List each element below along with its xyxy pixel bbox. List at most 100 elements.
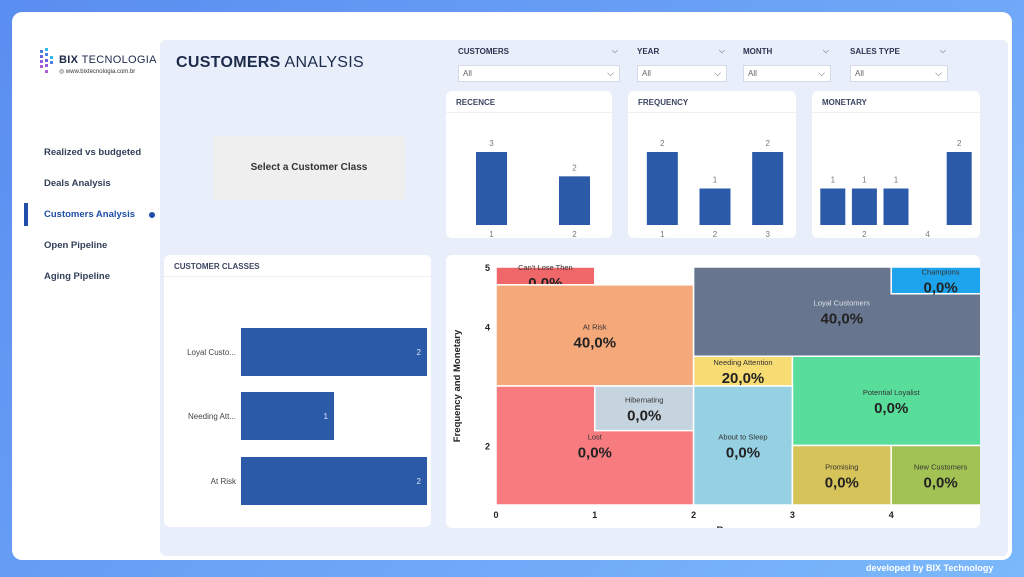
segment-percent: 0,0% (923, 474, 957, 491)
data-label: 3 (489, 139, 494, 148)
x-tick-label: 1 (489, 230, 494, 238)
filter-label: YEAR (637, 47, 660, 56)
card-divider (164, 276, 431, 277)
data-label: 2 (660, 139, 665, 148)
chevron-down-icon[interactable]: ⌵ (939, 46, 946, 55)
chevron-down-icon[interactable]: ⌵ (822, 46, 829, 55)
dashboard-frame: BIX TECNOLOGIA ◎ www.bixtecnologia.com.b… (12, 12, 1012, 560)
segment-cell (890, 266, 980, 295)
data-label: 2 (417, 477, 422, 486)
segment-percent: 0,0% (825, 474, 859, 491)
x-tick-label: 3 (765, 230, 770, 238)
card-divider (446, 112, 612, 113)
filter-label: MONTH (743, 47, 773, 56)
y-tick-label: 2 (485, 442, 490, 452)
filter-label: CUSTOMERS (458, 47, 509, 56)
chart-bar (752, 152, 784, 225)
monetary-chart: 1 1 2 1 4 2 (820, 139, 972, 238)
nav-item-label: Aging Pipeline (44, 271, 110, 282)
brand-logo[interactable]: BIX TECNOLOGIA ◎ www.bixtecnologia.com.b… (38, 48, 158, 84)
active-indicator-dot (149, 212, 155, 218)
brand-url: ◎ www.bixtecnologia.com.br (59, 68, 135, 75)
card-title: FREQUENCY (638, 98, 689, 107)
data-label: 2 (957, 139, 962, 148)
chart-bar (241, 392, 334, 440)
filter-month-select[interactable]: All ⌵ (743, 65, 831, 82)
filter-value: All (463, 69, 472, 78)
filter-year-select[interactable]: All ⌵ (637, 65, 727, 82)
card-divider (628, 112, 796, 113)
page-title: CUSTOMERS ANALYSIS (176, 54, 364, 72)
footer-credit: developed by BIX Technology (866, 563, 994, 573)
data-label: 1 (324, 412, 329, 421)
brand-name-thin: TECNOLOGIA (81, 54, 157, 66)
segment-name: Loyal Customers (814, 299, 871, 308)
segment-percent: 40,0% (821, 311, 864, 328)
filter-year: YEAR ⌵ All ⌵ (637, 46, 727, 82)
data-label: 1 (862, 176, 867, 185)
segment-percent: 0,0% (627, 407, 661, 424)
chevron-down-icon: ⌵ (607, 68, 614, 78)
filter-customers-select[interactable]: All ⌵ (458, 65, 620, 82)
chart-bar (883, 188, 909, 225)
y-tick-label: 4 (485, 323, 490, 333)
x-tick-label: 1 (660, 230, 665, 238)
nav-item-deals-analysis[interactable]: Deals Analysis (12, 168, 160, 199)
chevron-down-icon[interactable]: ⌵ (718, 46, 725, 55)
data-label: 2 (417, 348, 422, 357)
nav-item-label: Customers Analysis (44, 209, 135, 220)
nav-item-aging-pipeline[interactable]: Aging Pipeline (12, 261, 160, 292)
segment-cell (692, 385, 794, 506)
chart-bar (820, 188, 846, 225)
data-label: 2 (572, 163, 577, 172)
segment-percent: 40,0% (574, 334, 617, 351)
nav-item-open-pipeline[interactable]: Open Pipeline (12, 230, 160, 261)
segment-percent: 0,0% (578, 445, 612, 462)
frequency-card: FREQUENCY 2 1 1 2 2 3 (628, 91, 796, 238)
filter-sales-type-select[interactable]: All ⌵ (850, 65, 948, 82)
recence-chart: 3 1 2 2 (476, 139, 590, 238)
chart-bar (241, 328, 427, 376)
filter-customers: CUSTOMERS ⌵ All ⌵ (458, 46, 620, 82)
chevron-down-icon[interactable]: ⌵ (611, 46, 618, 55)
x-tick-label: 0 (493, 510, 498, 520)
y-axis-label: Frequency and Monetary (452, 329, 463, 442)
x-tick-label: 1 (592, 510, 597, 520)
segment-name: Champions (922, 267, 960, 276)
x-tick-label: 2 (691, 510, 696, 520)
sidebar-nav: Realized vs budgeted Deals Analysis Cust… (12, 137, 160, 292)
chart-bar (699, 188, 731, 225)
globe-icon: ◎ (59, 69, 65, 75)
data-label: 1 (894, 176, 899, 185)
recence-card: RECENCE 3 1 2 2 (446, 91, 612, 238)
chart-bar (476, 152, 507, 225)
customer-classes-card: CUSTOMER CLASSES Loyal Custo... 2 Needing … (164, 255, 431, 527)
card-title: CUSTOMER CLASSES (174, 262, 260, 271)
filter-value: All (748, 69, 757, 78)
chevron-down-icon: ⌵ (818, 68, 825, 78)
segment-name: Promising (825, 462, 858, 471)
segment-percent: 0,0% (726, 445, 760, 462)
x-tick-label: 4 (889, 510, 894, 520)
x-tick-label: 4 (925, 230, 930, 238)
nav-item-realized-vs-budgeted[interactable]: Realized vs budgeted (12, 137, 160, 168)
segment-percent: 20,0% (722, 370, 765, 387)
x-tick-label: 2 (862, 230, 867, 238)
nav-item-label: Deals Analysis (44, 178, 111, 189)
rfm-segment-card: Can't Lose Then 0,0% At Risk 40,0% Loyal Cus… (446, 255, 980, 528)
segment-cell (890, 444, 980, 506)
x-tick-label: 3 (790, 510, 795, 520)
chart-bar (241, 457, 427, 505)
filter-value: All (855, 69, 864, 78)
chevron-down-icon: ⌵ (714, 68, 721, 78)
filter-value: All (642, 69, 651, 78)
data-label: 2 (765, 139, 770, 148)
nav-item-label: Open Pipeline (44, 240, 108, 251)
nav-item-customers-analysis[interactable]: Customers Analysis (12, 199, 160, 230)
filter-label: SALES TYPE (850, 47, 900, 56)
select-customer-class-placeholder[interactable]: Select a Customer Class (213, 136, 405, 200)
y-tick-label: Loyal Custo... (187, 348, 236, 357)
chart-bar (559, 176, 590, 225)
y-tick-label: 5 (485, 263, 490, 273)
